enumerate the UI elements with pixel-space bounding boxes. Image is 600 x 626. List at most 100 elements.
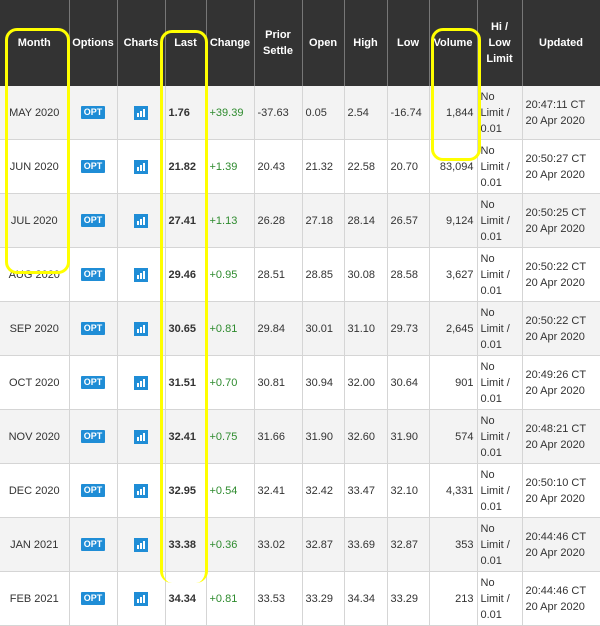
opt-button[interactable]: OPT (80, 106, 106, 119)
high-cell: 31.10 (344, 301, 388, 356)
bar-chart-icon[interactable] (134, 591, 148, 606)
updated-time: 20:47:11 CT (525, 98, 586, 111)
options-cell: OPT (69, 355, 118, 410)
bar-chart-icon[interactable] (134, 537, 148, 552)
month-cell: OCT 2020 (0, 355, 70, 410)
updated-date: 20 Apr 2020 (525, 114, 585, 127)
updated-date: 20 Apr 2020 (525, 330, 585, 343)
low-cell: 31.90 (387, 409, 430, 464)
options-cell: OPT (69, 463, 118, 518)
updated-cell: 20:49:26 CT 20 Apr 2020 (522, 355, 600, 410)
change-cell: +0.75 (206, 409, 255, 464)
opt-button[interactable]: OPT (80, 214, 106, 227)
change-cell: +1.39 (206, 139, 255, 194)
col-high[interactable]: High (344, 0, 388, 86)
month-cell: FEB 2021 (0, 571, 70, 626)
open-cell: 21.32 (302, 139, 345, 194)
opt-button[interactable]: OPT (80, 160, 106, 173)
prior-settle-cell: 26.28 (254, 193, 303, 248)
highlight-volume-column (431, 28, 481, 161)
col-low[interactable]: Low (387, 0, 430, 86)
limit-cell: No Limit / 0.01 (477, 355, 523, 410)
charts-cell (117, 86, 166, 140)
bar-chart-icon[interactable] (134, 105, 148, 120)
updated-time: 20:50:25 CT (525, 206, 587, 219)
volume-cell: 2,645 (429, 301, 478, 356)
month-cell: NOV 2020 (0, 409, 70, 464)
charts-cell (117, 463, 166, 518)
high-cell: 32.00 (344, 355, 388, 410)
table-row: AUG 2020 OPT 29.46 +0.95 28.51 28.85 30.08 28.5… (0, 247, 600, 302)
table-row: JUL 2020 OPT 27.41 +1.13 26.28 27.18 28.14 26.5… (0, 193, 600, 248)
volume-cell: 574 (429, 409, 478, 464)
col-volume[interactable]: Volume (429, 0, 478, 86)
prior-settle-cell: 33.02 (254, 517, 303, 572)
bar-chart-icon[interactable] (134, 429, 148, 444)
updated-date: 20 Apr 2020 (525, 168, 585, 181)
last-cell: 30.65 (165, 301, 207, 356)
last-cell: 33.38 (165, 517, 207, 572)
bar-chart-icon[interactable] (134, 321, 148, 336)
prior-settle-cell: -37.63 (254, 86, 303, 140)
change-cell: +1.13 (206, 193, 255, 248)
open-cell: 30.01 (302, 301, 345, 356)
opt-button[interactable]: OPT (80, 376, 106, 389)
low-cell: 32.87 (387, 517, 430, 572)
highlight-last-column (160, 30, 208, 583)
col-updated[interactable]: Updated (522, 0, 600, 86)
opt-button[interactable]: OPT (80, 484, 106, 497)
options-cell: OPT (69, 247, 118, 302)
last-cell: 31.51 (165, 355, 207, 410)
opt-button[interactable]: OPT (80, 268, 106, 281)
col-month[interactable]: Month (0, 0, 70, 86)
high-cell: 30.08 (344, 247, 388, 302)
updated-cell: 20:50:27 CT 20 Apr 2020 (522, 139, 600, 194)
updated-date: 20 Apr 2020 (525, 276, 585, 289)
updated-time: 20:48:21 CT (525, 422, 587, 435)
open-cell: 31.90 (302, 409, 345, 464)
options-cell: OPT (69, 517, 118, 572)
month-cell: SEP 2020 (0, 301, 70, 356)
bar-chart-icon[interactable] (134, 267, 148, 282)
change-cell: +0.95 (206, 247, 255, 302)
updated-cell: 20:44:46 CT 20 Apr 2020 (522, 571, 600, 626)
highlight-month-column (5, 28, 70, 274)
bar-chart-icon[interactable] (134, 159, 148, 174)
col-options[interactable]: Options (69, 0, 118, 86)
bar-chart-icon[interactable] (134, 213, 148, 228)
opt-button[interactable]: OPT (80, 592, 106, 605)
low-cell: -16.74 (387, 86, 430, 140)
options-cell: OPT (69, 301, 118, 356)
col-change[interactable]: Change (206, 0, 255, 86)
updated-time: 20:50:22 CT (525, 314, 587, 327)
opt-button[interactable]: OPT (80, 538, 106, 551)
prior-settle-cell: 29.84 (254, 301, 303, 356)
high-cell: 33.47 (344, 463, 388, 518)
volume-cell: 4,331 (429, 463, 478, 518)
col-hi-low-limit[interactable]: Hi / Low Limit (477, 0, 523, 86)
updated-cell: 20:50:10 CT 20 Apr 2020 (522, 463, 600, 518)
col-open[interactable]: Open (302, 0, 345, 86)
table-row: JUN 2020 OPT 21.82 +1.39 20.43 21.32 22.58 20.7… (0, 139, 600, 194)
prior-settle-cell: 20.43 (254, 139, 303, 194)
open-cell: 0.05 (302, 86, 345, 140)
updated-date: 20 Apr 2020 (525, 222, 585, 235)
last-cell: 32.95 (165, 463, 207, 518)
prior-settle-cell: 33.53 (254, 571, 303, 626)
last-cell: 27.41 (165, 193, 207, 248)
change-cell: +0.81 (206, 571, 255, 626)
opt-button[interactable]: OPT (80, 322, 106, 335)
bar-chart-icon[interactable] (134, 483, 148, 498)
month-cell: JAN 2021 (0, 517, 70, 572)
month-cell: MAY 2020 (0, 86, 70, 140)
high-cell: 22.58 (344, 139, 388, 194)
change-cell: +0.81 (206, 301, 255, 356)
col-prior-settle[interactable]: Prior Settle (254, 0, 303, 86)
col-charts[interactable]: Charts (117, 0, 166, 86)
opt-button[interactable]: OPT (80, 430, 106, 443)
change-cell: +0.54 (206, 463, 255, 518)
open-cell: 32.87 (302, 517, 345, 572)
volume-cell: 901 (429, 355, 478, 410)
bar-chart-icon[interactable] (134, 375, 148, 390)
